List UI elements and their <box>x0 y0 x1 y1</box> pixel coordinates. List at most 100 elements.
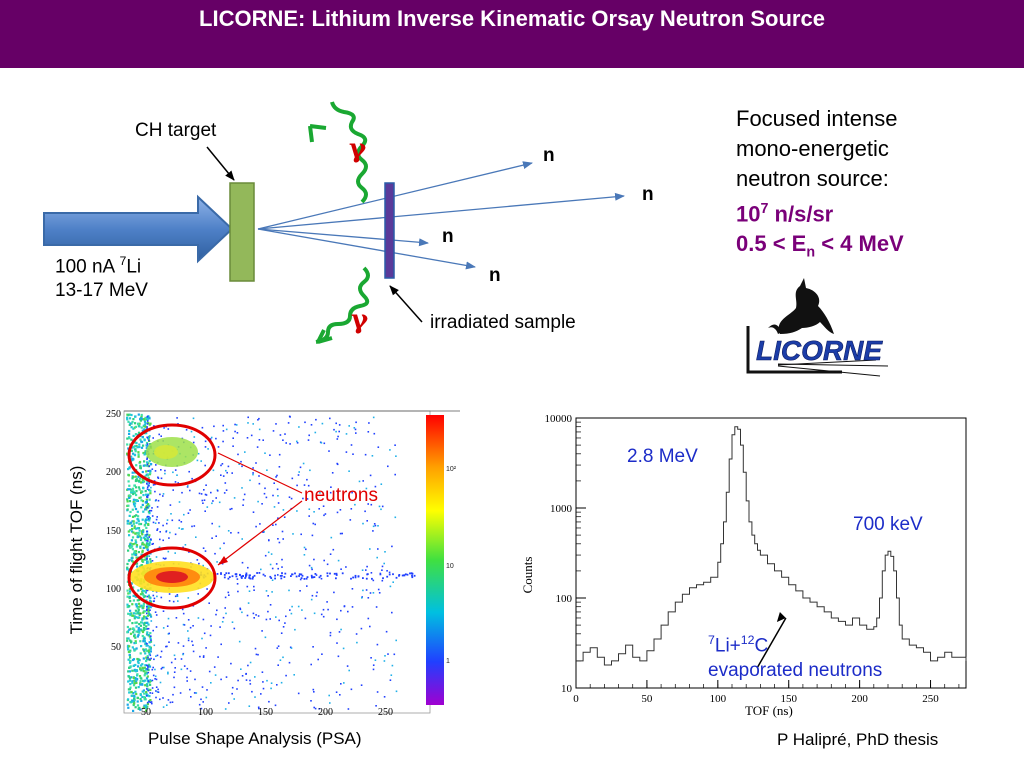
psa-dot <box>258 482 261 485</box>
psa-dot <box>245 572 248 575</box>
psa-dot <box>380 508 382 511</box>
tof-xtick-label: 150 <box>780 693 797 705</box>
psa-dot <box>162 697 164 699</box>
psa-dot <box>133 552 136 555</box>
psa-dot <box>238 463 240 465</box>
psa-dot <box>262 573 265 576</box>
psa-dot <box>223 576 226 579</box>
psa-dot <box>127 519 130 522</box>
psa-dot <box>249 479 251 482</box>
psa-dot <box>231 507 233 510</box>
psa-dot <box>133 615 136 618</box>
psa-dot <box>135 562 139 565</box>
psa-dot <box>299 466 302 469</box>
psa-dot <box>203 499 206 501</box>
psa-dot <box>272 430 275 432</box>
psa-dot <box>146 427 148 430</box>
psa-dot <box>183 624 186 626</box>
psa-dot <box>386 575 389 578</box>
psa-dot <box>181 491 183 494</box>
psa-dot <box>211 522 213 525</box>
psa-dot <box>128 605 131 608</box>
psa-dot <box>140 604 143 607</box>
energy-range: 0.5 < En < 4 MeV <box>736 231 904 261</box>
psa-dot <box>140 553 143 556</box>
psa-dot <box>160 477 163 480</box>
psa-dot <box>146 500 148 502</box>
psa-dot <box>231 621 234 623</box>
slide-title: LICORNE: Lithium Inverse Kinematic Orsay… <box>199 6 825 31</box>
psa-dot <box>132 498 135 501</box>
psa-dot <box>132 427 135 430</box>
psa-dot <box>170 513 172 515</box>
psa-dot <box>296 442 299 444</box>
psa-dot <box>146 426 148 428</box>
psa-dot <box>128 677 132 680</box>
psa-dot <box>265 618 268 621</box>
psa-dot <box>297 605 300 608</box>
tof-ylabel: Counts <box>520 556 535 594</box>
psa-dot <box>304 617 307 620</box>
psa-dot <box>130 458 133 461</box>
tof-xtick-label: 100 <box>710 693 727 705</box>
psa-dot <box>143 623 146 626</box>
psa-dot <box>133 697 136 701</box>
psa-dot <box>310 663 312 666</box>
psa-dot <box>276 684 278 686</box>
psa-dot <box>314 523 316 526</box>
psa-dot <box>355 432 357 434</box>
psa-dot <box>237 679 239 682</box>
psa-dot <box>381 569 383 571</box>
psa-dot <box>187 639 190 642</box>
psa-dot <box>172 600 175 603</box>
psa-dot <box>341 532 343 535</box>
psa-dot <box>349 519 352 521</box>
psa-dot <box>129 600 132 603</box>
psa-dot <box>271 567 274 570</box>
psa-dot <box>137 455 140 458</box>
psa-dot <box>251 577 254 580</box>
psa-dot <box>135 486 138 489</box>
psa-dot <box>310 700 312 702</box>
psa-dot <box>370 657 372 659</box>
psa-dot <box>191 640 193 643</box>
psa-dot <box>127 688 130 691</box>
psa-dot <box>252 467 254 469</box>
psa-dot <box>254 647 257 650</box>
psa-dot <box>270 577 273 579</box>
psa-dot <box>230 662 232 665</box>
psa-dot <box>136 518 139 521</box>
psa-dot <box>132 703 135 707</box>
psa-dot <box>201 637 203 640</box>
psa-dot <box>144 519 147 522</box>
psa-dot <box>136 527 139 530</box>
psa-dot <box>147 606 150 610</box>
psa-dot <box>140 621 143 624</box>
psa-xtick-200: 200 <box>318 707 333 718</box>
psa-dot <box>144 616 148 619</box>
psa-dot <box>149 489 152 492</box>
psa-dot <box>182 623 185 626</box>
psa-dot <box>271 579 274 581</box>
psa-dot <box>280 577 283 580</box>
psa-dot <box>141 435 144 439</box>
psa-dot <box>383 562 385 565</box>
psa-dot <box>216 490 219 492</box>
psa-dot <box>374 524 377 527</box>
psa-dot <box>132 522 135 525</box>
psa-dot <box>162 539 164 542</box>
psa-dot <box>126 522 129 525</box>
psa-dot <box>201 686 204 688</box>
psa-dot <box>145 656 148 659</box>
psa-dot <box>127 530 130 533</box>
psa-dot <box>335 422 337 425</box>
psa-dot <box>142 418 146 421</box>
psa-dot <box>222 424 224 427</box>
psa-dot <box>320 442 323 444</box>
psa-dot <box>284 433 286 435</box>
psa-dot <box>155 614 158 616</box>
psa-dot <box>388 571 391 574</box>
psa-dot <box>255 525 257 528</box>
psa-dot <box>140 664 143 667</box>
evaporation-label-line1: 7Li+12C <box>708 633 769 657</box>
